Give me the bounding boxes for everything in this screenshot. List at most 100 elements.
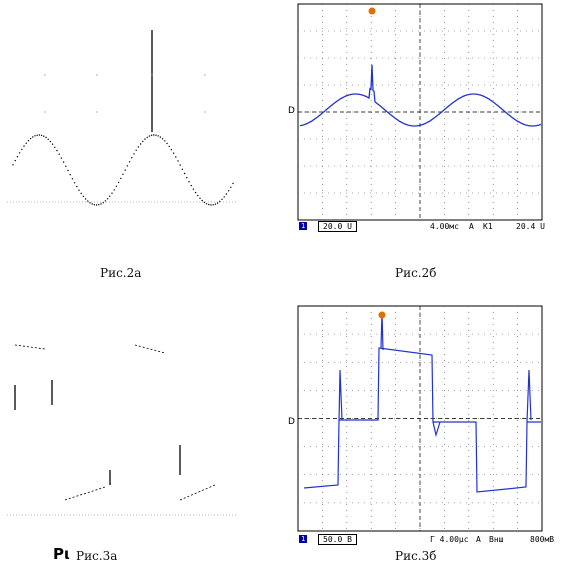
- sine-dot: [139, 143, 142, 145]
- sine-dot: [177, 160, 179, 162]
- sine-dot: [155, 134, 157, 136]
- sine-dot: [197, 194, 199, 197]
- figure-3a-prefix-mark: Рι: [53, 545, 70, 563]
- sine-dot: [76, 185, 78, 188]
- sine-dot: [18, 152, 21, 154]
- grid-dot: [44, 111, 46, 113]
- sine-dot: [188, 181, 190, 183]
- sine-dot: [43, 135, 45, 137]
- sine-dot: [36, 134, 38, 136]
- sine-dot: [205, 203, 208, 205]
- sine-dot: [104, 200, 107, 202]
- trigger-level-readout: 20.4 U: [516, 222, 545, 231]
- sine-dot: [146, 136, 148, 139]
- sine-dot: [62, 161, 65, 163]
- sine-dot: [153, 134, 155, 136]
- sine-dot: [67, 169, 69, 172]
- sine-dot: [91, 203, 93, 205]
- ground-marker-icon: D: [288, 417, 295, 427]
- sine-dot: [208, 203, 210, 206]
- grid-dot: [204, 111, 206, 113]
- sine-dot: [122, 173, 124, 175]
- figure-3a-caption: Рис.3а: [76, 549, 118, 563]
- volts-per-div-readout: 50.0 В: [318, 534, 357, 545]
- sine-dot: [124, 169, 126, 171]
- trigger-source-readout: Внш: [489, 535, 504, 544]
- sine-dot: [40, 134, 43, 137]
- sine-dot: [69, 174, 71, 176]
- sine-dot: [34, 135, 36, 137]
- sine-dot: [51, 143, 54, 145]
- channel-tag: 1: [299, 535, 308, 543]
- sine-dot: [71, 178, 74, 180]
- sine-dot: [117, 181, 120, 184]
- sine-dot: [100, 203, 102, 205]
- ground-marker-icon: D: [288, 106, 295, 116]
- sine-dot: [170, 149, 173, 151]
- mode-readout: A: [476, 535, 481, 544]
- sine-dot: [84, 198, 87, 200]
- sine-dot: [47, 138, 49, 140]
- sine-dot: [78, 189, 80, 191]
- sine-dot: [201, 199, 203, 202]
- sine-dot: [203, 201, 206, 204]
- trigger-marker-icon: [378, 311, 386, 319]
- sine-dot: [113, 189, 115, 191]
- sine-dot: [144, 138, 146, 140]
- sine-dot: [58, 153, 60, 155]
- sine-dot: [199, 197, 201, 199]
- sine-dot: [194, 191, 197, 194]
- sine-dot: [175, 156, 177, 158]
- dash-segment: [134, 344, 166, 354]
- grid-dot: [96, 74, 98, 76]
- sine-dot: [150, 134, 153, 136]
- sine-dot: [23, 145, 25, 147]
- figure-2a-plot: [7, 30, 237, 206]
- dash-segment: [64, 486, 106, 501]
- sine-dot: [148, 135, 151, 137]
- sine-dot: [161, 138, 164, 140]
- sine-dot: [89, 202, 91, 204]
- sine-dot: [172, 152, 175, 154]
- figure-2b-trace: [299, 64, 542, 127]
- sine-dot: [14, 159, 16, 162]
- sine-dot: [131, 157, 133, 159]
- sine-dot: [133, 153, 135, 155]
- sine-dot: [142, 140, 144, 143]
- grid-dot: [96, 111, 98, 113]
- sine-dot: [32, 136, 34, 138]
- volts-per-div-readout: 20.0 U: [318, 221, 357, 232]
- time-per-div-readout: Г 4.00µс: [430, 535, 469, 544]
- sine-dot: [223, 196, 225, 198]
- sine-dot: [115, 185, 118, 187]
- trigger-source-readout: К1: [483, 222, 493, 231]
- figure-3a-plot: [7, 344, 237, 516]
- time-per-div-readout: 4.00мс: [430, 222, 459, 231]
- mode-readout: A: [469, 222, 474, 231]
- sine-dot: [27, 140, 30, 142]
- sine-dot: [210, 204, 212, 206]
- sine-dot: [109, 195, 111, 197]
- sine-dot: [29, 137, 32, 140]
- sine-dot: [157, 135, 159, 137]
- sine-dot: [98, 204, 100, 206]
- sine-dot: [111, 192, 113, 194]
- channel-tag: 1: [299, 222, 308, 230]
- sine-dot: [166, 142, 168, 145]
- sine-dot: [21, 148, 23, 151]
- grid-dot: [204, 74, 206, 76]
- sine-dot: [56, 149, 58, 152]
- sine-dot: [181, 168, 184, 170]
- sine-dot: [137, 146, 140, 148]
- sine-dot: [183, 172, 186, 175]
- trigger-level-readout: 800мВ: [530, 535, 555, 544]
- sine-dot: [93, 204, 96, 206]
- sine-dot: [65, 165, 67, 167]
- dash-segment: [14, 344, 46, 350]
- sine-dot: [82, 195, 85, 198]
- sine-dot: [232, 182, 234, 185]
- sine-dot: [135, 149, 137, 151]
- sine-dot: [216, 202, 219, 204]
- sine-dot: [168, 145, 170, 148]
- figure-3b-oscilloscope-screen: D: [288, 305, 543, 532]
